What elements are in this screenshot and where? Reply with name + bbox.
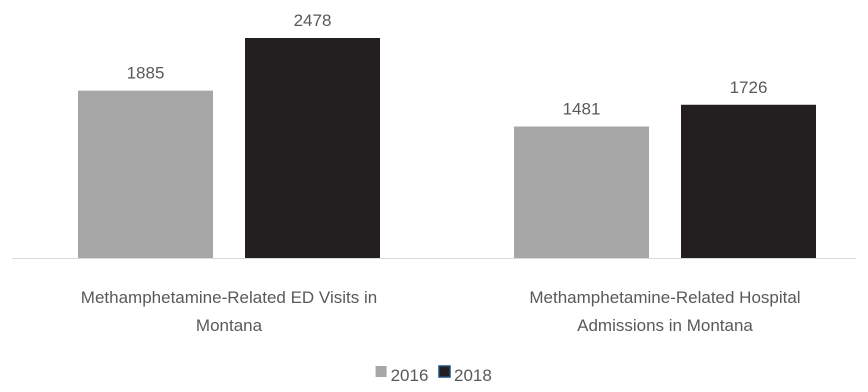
legend-label-2018: 2018 [454,366,492,385]
bar-2018-0 [245,38,380,258]
legend-swatch-2018 [438,365,451,378]
legend-item-2016: 2016 [375,366,429,385]
category-label-1-line-1: Admissions in Montana [577,316,753,335]
bars-layer [78,38,816,259]
data-label-2016-1: 1481 [563,100,601,119]
bar-2018-1 [681,104,816,258]
data-label-2018-1: 1726 [730,78,768,97]
category-label-0-line-1: Montana [196,316,263,335]
legend-item-2018: 2018 [438,365,492,385]
legend-label-2016: 2016 [391,366,429,385]
data-labels-layer: 1885 2478 1481 1726 [127,11,768,119]
category-labels-layer: Methamphetamine-Related ED Visits in Mont… [81,288,801,335]
legend: 2016 2018 [375,365,492,385]
data-label-2016-0: 1885 [127,64,165,83]
data-label-2018-0: 2478 [294,11,332,30]
bar-2016-1 [514,126,649,259]
category-label-1-line-0: Methamphetamine-Related Hospital [529,288,800,307]
legend-swatch-2016 [375,366,387,377]
category-label-0-line-0: Methamphetamine-Related ED Visits in [81,288,377,307]
bar-2016-0 [78,90,213,258]
